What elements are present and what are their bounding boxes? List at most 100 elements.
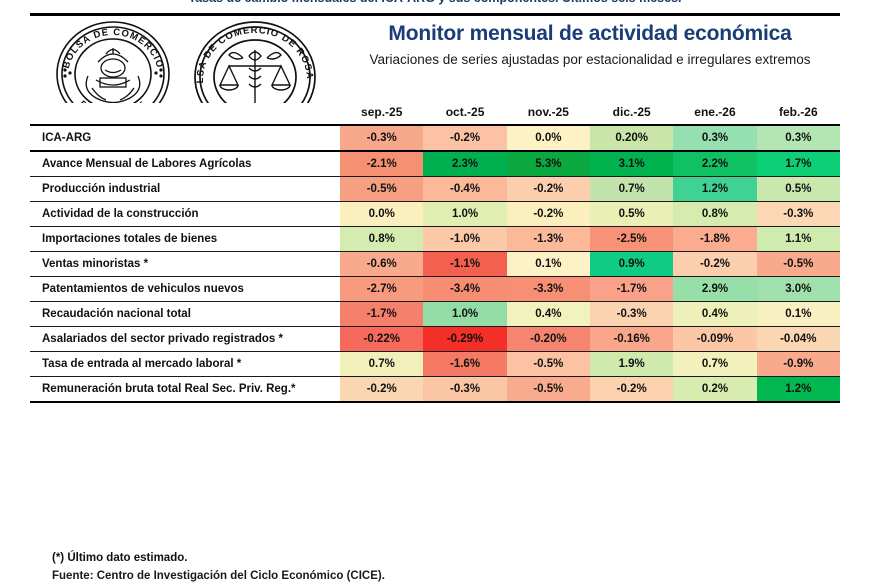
cell-value: 0.7% (590, 176, 674, 202)
cell-value: 0.7% (673, 351, 757, 377)
cell-value: 1.9% (590, 351, 674, 377)
cut-off-heading: Tasas de cambio mensuales del ICA-ARG y … (0, 0, 870, 5)
page-subtitle: Variaciones de series ajustadas por esta… (369, 52, 811, 68)
cut-off-heading-strip: Tasas de cambio mensuales del ICA-ARG y … (0, 0, 870, 13)
cell-value: -0.20% (506, 326, 591, 352)
cell-value: 1.0% (423, 301, 507, 327)
cell-value: -0.4% (423, 176, 507, 202)
cell-value: 0.5% (756, 176, 840, 202)
row-label: Recaudación nacional total (30, 301, 341, 327)
row-label: Avance Mensual de Labores Agrícolas (30, 151, 341, 177)
cell-value: -3.4% (423, 276, 507, 302)
table-row: Importaciones totales de bienes 0.8% -1.0%… (30, 226, 840, 252)
cell-value: -1.7% (590, 276, 674, 302)
cell-value: 0.8% (340, 226, 424, 252)
cell-value: -0.3% (423, 376, 507, 403)
cell-value: 5.3% (506, 151, 591, 177)
cell-value: -0.2% (506, 176, 591, 202)
table-row: Recaudación nacional total -1.7% 1.0% 0.4% -… (30, 301, 840, 327)
cell-value: -1.7% (340, 301, 424, 327)
cell-value: -0.3% (590, 301, 674, 327)
cell-value: 1.2% (756, 376, 840, 403)
cell-value: 0.4% (506, 301, 591, 327)
table-row: ICA-ARG -0.3% -0.2% 0.0% 0.20% 0.3% 0.3% (30, 124, 840, 152)
footnote-source: Fuente: Centro de Investigación del Cicl… (52, 570, 385, 583)
cell-value: -0.3% (340, 124, 424, 152)
cell-value: 0.9% (590, 251, 674, 277)
cell-value: -1.6% (423, 351, 507, 377)
column-header-dic-25: dic.-25 (590, 103, 674, 126)
cell-value: 0.1% (506, 251, 591, 277)
cell-value: 0.3% (756, 124, 840, 152)
table-row: Remuneración bruta total Real Sec. Priv.… (30, 376, 840, 403)
row-label: Importaciones totales de bienes (30, 226, 341, 252)
row-label: Remuneración bruta total Real Sec. Priv.… (30, 376, 341, 403)
cell-value: 0.8% (673, 201, 757, 227)
row-label: Tasa de entrada al mercado laboral * (30, 351, 341, 377)
row-label: Ventas minoristas * (30, 251, 341, 277)
cell-value: 0.3% (673, 124, 757, 152)
table-row: Patentamientos de vehiculos nuevos -2.7% -… (30, 276, 840, 302)
table-row: Asalariados del sector privado registrad… (30, 326, 840, 352)
table-header-row: sep.-25 oct.-25 nov.-25 dic.-25 ene.-26 … (30, 103, 840, 126)
monitor-table-body: ICA-ARG -0.3% -0.2% 0.0% 0.20% 0.3% 0.3% Avance… (30, 124, 840, 403)
table-row: Ventas minoristas * -0.6% -1.1% 0.1% 0.9% -0.… (30, 251, 840, 277)
cell-value: -0.5% (756, 251, 840, 277)
monitor-table-wrap: sep.-25 oct.-25 nov.-25 dic.-25 ene.-26 … (30, 103, 840, 403)
cell-value: 0.0% (340, 201, 424, 227)
cell-value: 0.0% (506, 124, 591, 152)
monitor-table: sep.-25 oct.-25 nov.-25 dic.-25 ene.-26 … (30, 103, 840, 403)
cell-value: -1.1% (423, 251, 507, 277)
table-row: Producción industrial -0.5% -0.4% -0.2% 0.7%… (30, 176, 840, 202)
cell-value: 1.0% (423, 201, 507, 227)
column-header-ene-26: ene.-26 (673, 103, 757, 126)
cell-value: -0.09% (673, 326, 757, 352)
table-row: Avance Mensual de Labores Agrícolas -2.1%… (30, 151, 840, 177)
cell-value: 1.7% (756, 151, 840, 177)
cell-value: -0.2% (673, 251, 757, 277)
cell-value: -3.3% (506, 276, 591, 302)
cell-value: 2.9% (673, 276, 757, 302)
table-row: Tasa de entrada al mercado laboral * 0.7%… (30, 351, 840, 377)
cell-value: -0.2% (590, 376, 674, 403)
cell-value: -0.3% (756, 201, 840, 227)
cell-value: 0.1% (756, 301, 840, 327)
cell-value: 1.1% (756, 226, 840, 252)
row-label: ICA-ARG (30, 124, 341, 152)
cell-value: -0.29% (423, 326, 507, 352)
cell-value: -2.5% (590, 226, 674, 252)
cell-value: 0.2% (673, 376, 757, 403)
cell-value: -0.2% (506, 201, 591, 227)
column-header-sep-25: sep.-25 (340, 103, 424, 126)
footnote-estimated: (*) Último dato estimado. (52, 552, 188, 564)
cell-value: -0.6% (340, 251, 424, 277)
column-header-oct-25: oct.-25 (423, 103, 507, 126)
cell-value: -0.16% (590, 326, 674, 352)
cell-value: -1.0% (423, 226, 507, 252)
cell-value: 0.20% (590, 124, 674, 152)
cell-value: -0.5% (506, 376, 591, 403)
title-block: Monitor mensual de actividad económica V… (340, 16, 840, 69)
row-label: Asalariados del sector privado registrad… (30, 326, 341, 352)
cell-value: -0.5% (340, 176, 424, 202)
cell-value: 1.2% (673, 176, 757, 202)
cell-value: -0.22% (340, 326, 424, 352)
cell-value: -0.2% (423, 124, 507, 152)
cell-value: -2.7% (340, 276, 424, 302)
row-label: Patentamientos de vehiculos nuevos (30, 276, 341, 302)
cell-value: -2.1% (340, 151, 424, 177)
cell-value: 3.0% (756, 276, 840, 302)
header-spacer-cell (30, 103, 341, 126)
footnotes: (*) Último dato estimado. Fuente: Centro… (30, 549, 840, 586)
cell-value: 0.7% (340, 351, 424, 377)
cell-value: 0.5% (590, 201, 674, 227)
cell-value: -1.8% (673, 226, 757, 252)
column-header-feb-26: feb.-26 (756, 103, 840, 126)
cell-value: -1.3% (506, 226, 591, 252)
row-label: Producción industrial (30, 176, 341, 202)
cell-value: -0.04% (756, 326, 840, 352)
column-header-nov-25: nov.-25 (506, 103, 591, 126)
bolsa-de-comercio-de-rosario-logo: BOLSA DE COMERCIO DE ROSARIO (185, 18, 325, 136)
cell-value: -0.9% (756, 351, 840, 377)
